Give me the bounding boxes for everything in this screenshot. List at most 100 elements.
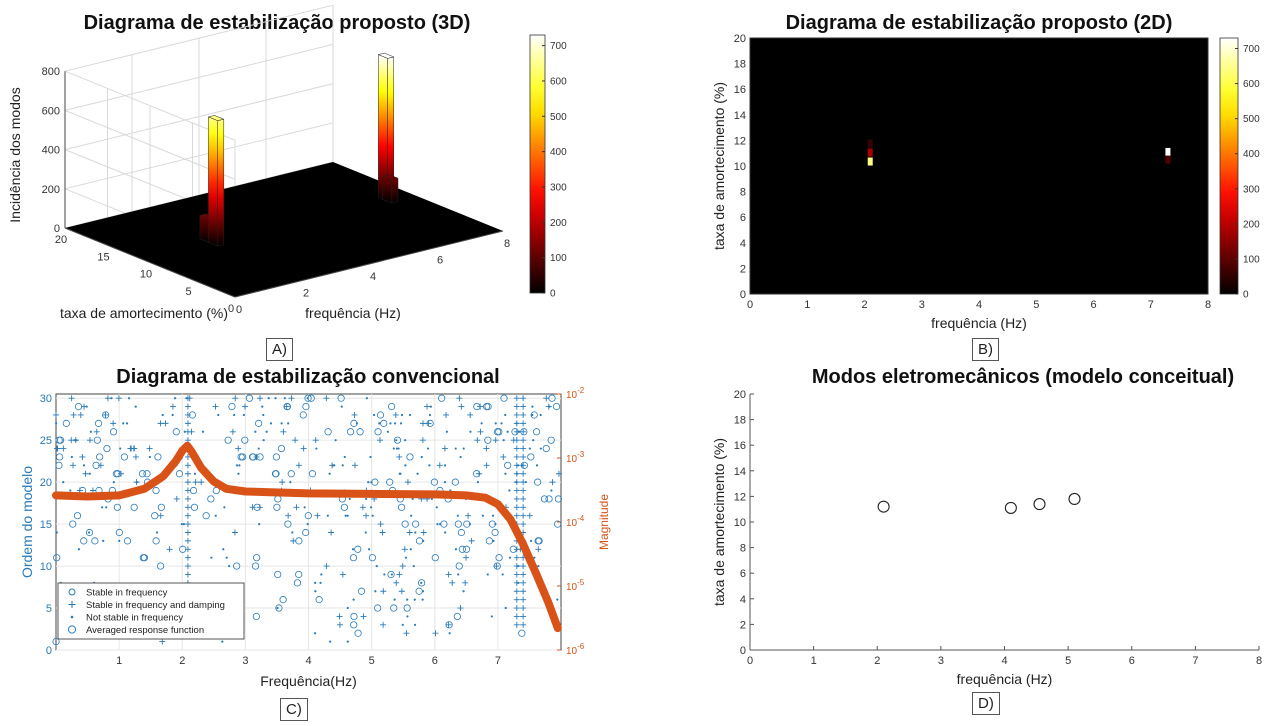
panel-b: Diagrama de estabilização proposto (2D) … [636, 0, 1272, 362]
chart-c-legend-label: Stable in frequency and damping [86, 600, 225, 611]
chart-c-unstable-marker [291, 531, 294, 534]
chart-c-stable-freq-damp-marker [292, 437, 299, 444]
chart-c-unstable-marker [454, 447, 457, 450]
chart-b-y-tick-label: 4 [740, 238, 746, 250]
chart-c-stable-freq-damp-marker [192, 479, 199, 486]
chart-c-stable-freq-marker [102, 411, 110, 419]
chart-c-stable-freq-marker [371, 478, 379, 486]
chart-c-unstable-marker [89, 430, 92, 433]
chart-c-stable-freq-marker [354, 545, 362, 553]
chart-c-x-tick-label: 7 [495, 655, 501, 667]
chart-c-stable-freq-marker [80, 537, 88, 545]
chart-b-y-label: taxa de amortecimento (%) [711, 82, 727, 250]
chart-c-stable-freq-marker [91, 537, 99, 545]
chart-c-unstable-marker [468, 522, 472, 526]
chart-c-stable-freq-damp-marker [396, 453, 403, 460]
chart-a-x-tick-label: 2 [303, 288, 309, 300]
chart-c-unstable-marker [214, 514, 217, 517]
chart-c-stable-freq-damp-marker [132, 453, 139, 460]
chart-c-stable-freq-marker [488, 520, 496, 528]
chart-c-stable-freq-marker [120, 453, 128, 461]
chart-c-stable-column-marker [184, 470, 191, 477]
chart-c-stable-freq-damp-marker [157, 512, 164, 519]
chart-c-stable-column-marker [513, 554, 520, 561]
chart-c-unstable-marker [486, 573, 489, 576]
chart-c-y-tick-label: 0 [46, 645, 52, 657]
chart-d-y-label: taxa de amortecimento (%) [711, 438, 727, 606]
chart-c-stable-freq-marker [94, 419, 103, 427]
chart-c-stable-column-marker [513, 453, 520, 460]
chart-c-stable-column-marker [520, 512, 527, 519]
chart-c-unstable-marker [125, 422, 129, 425]
chart-c-stable-freq-marker [418, 579, 426, 587]
chart-b-y-tick-label: 14 [734, 110, 746, 122]
chart-c-unstable-marker [539, 413, 542, 417]
chart-c-stable-freq-damp-marker [379, 529, 386, 536]
chart-c-unstable-marker [283, 397, 286, 400]
chart-d-y-tick-label: 20 [734, 389, 746, 401]
chart-c-stable-freq-marker [295, 537, 303, 545]
chart-c-stable-freq-damp-marker [398, 588, 405, 595]
chart-a-z-label: Incidência dos modos [7, 87, 23, 222]
chart-a-title: Diagrama de estabilização proposto (3D) [83, 12, 471, 34]
chart-c-stable-freq-marker [92, 461, 100, 469]
chart-c-unstable-marker [352, 598, 355, 601]
chart-c-unstable-marker [500, 422, 503, 425]
chart-c-stable-freq-marker [458, 545, 466, 553]
chart-c-stable-column-marker [184, 529, 191, 536]
chart-c-unstable-marker [101, 506, 104, 509]
chart-b-x-tick-label: 4 [976, 299, 982, 311]
chart-c-stable-column-marker [184, 495, 191, 502]
chart-c-unstable-marker [237, 472, 240, 475]
chart-b-x-tick-label: 5 [1033, 299, 1039, 311]
chart-c-stable-freq-marker [273, 503, 281, 511]
chart-c-stable-column-marker [184, 546, 191, 553]
chart-c-stable-freq-damp-marker [526, 512, 533, 519]
chart-d-x-tick-label: 8 [1256, 655, 1262, 667]
chart-c-stable-column-marker [184, 554, 191, 561]
chart-c-stable-column-marker [520, 571, 527, 578]
chart-c-stable-freq-damp-marker [432, 630, 439, 637]
chart-c-unstable-marker [180, 522, 183, 526]
chart-c-stable-freq-marker [69, 520, 77, 528]
chart-d-y-tick-label: 0 [740, 645, 746, 657]
chart-b-cell [867, 139, 873, 148]
chart-c-unstable-marker [537, 564, 540, 568]
chart-c-stable-freq-marker [554, 520, 562, 528]
chart-b-colorbar-tick-label: 500 [1243, 114, 1260, 125]
chart-c-stable-freq-marker [545, 495, 553, 503]
chart-c-stable-freq-damp-marker [549, 479, 556, 486]
chart-c-stable-freq-damp-marker [377, 521, 384, 528]
chart-c-stable-column-marker [520, 495, 527, 502]
chart-b-y-tick-label: 6 [740, 212, 746, 224]
chart-c-stable-column-marker [520, 621, 527, 628]
chart-c-unstable-marker [364, 531, 367, 534]
chart-c-stable-freq-damp-marker [295, 462, 302, 469]
chart-c-y2-label: Magnitude [597, 494, 611, 550]
chart-a-y-tick-label: 10 [140, 269, 152, 281]
chart-c-stable-freq-marker [140, 554, 149, 562]
chart-a-bar-top [207, 115, 225, 121]
chart-c-unstable-marker [529, 539, 533, 542]
chart-b-x-tick-label: 7 [1148, 299, 1154, 311]
chart-c-unstable-marker [223, 506, 226, 509]
chart-c-stable-freq-marker [485, 537, 493, 545]
chart-c-stable-freq-damp-marker [293, 504, 300, 511]
chart-c-unstable-marker [457, 573, 460, 576]
chart-d-y-tick-label: 18 [734, 415, 746, 427]
chart-c-stable-column-marker [520, 428, 527, 435]
chart-c-unstable-marker [528, 447, 531, 450]
chart-c-unstable-marker [343, 455, 346, 459]
chart-c-stable-freq-damp-marker [288, 395, 295, 402]
chart-c-stable-column-marker [520, 470, 527, 477]
chart-c-unstable-marker [490, 615, 493, 618]
chart-c-stable-column-marker [513, 428, 520, 435]
chart-d-title: Modos eletromecânicos (modelo conceitual… [811, 366, 1235, 388]
chart-c-stable-column-marker [184, 537, 191, 544]
chart-a-colorbar [529, 34, 546, 294]
chart-c-y-tick-label: 10 [40, 561, 52, 573]
chart-c-unstable-marker [410, 514, 413, 517]
chart-c-stable-column-marker [520, 605, 527, 612]
chart-d-y-tick-label: 14 [734, 466, 746, 478]
chart-c-y-tick-label: 15 [40, 519, 52, 531]
